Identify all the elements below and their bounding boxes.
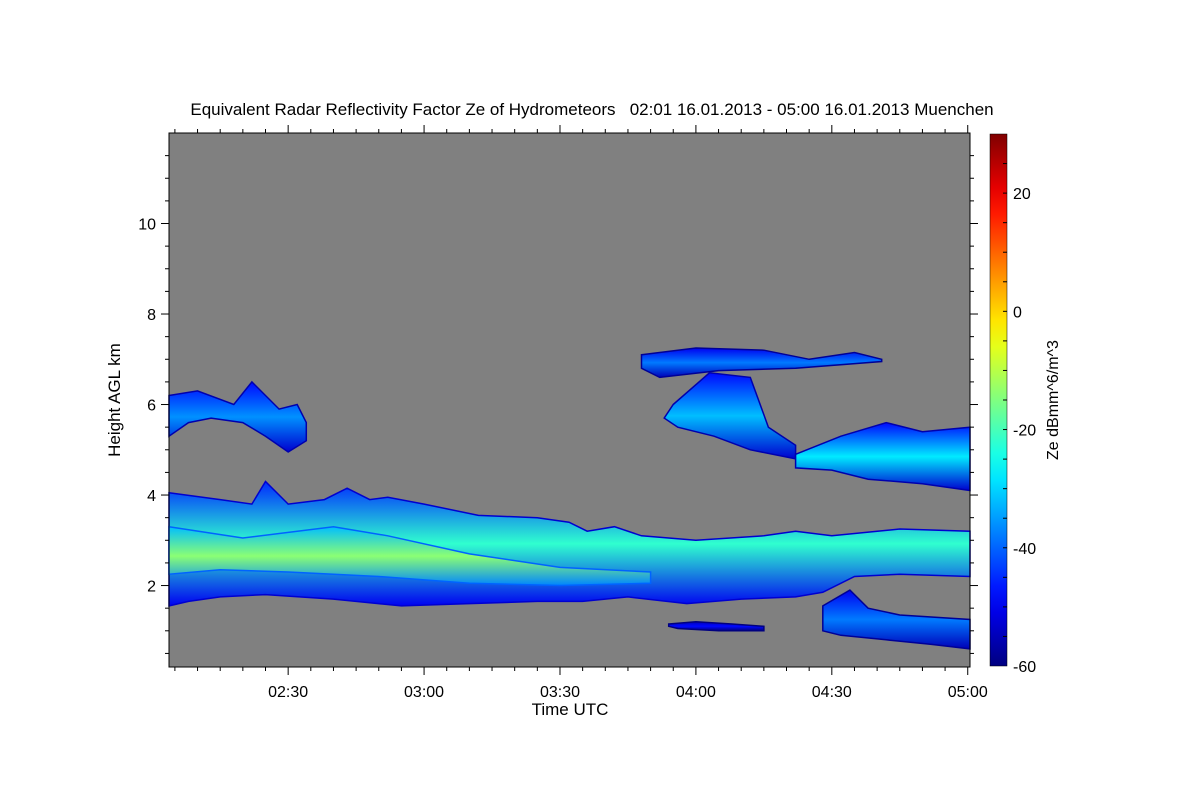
echo-region-upper-west-cloud — [168, 380, 308, 453]
colorbar-tick-label: -20 — [1013, 423, 1036, 440]
y-tick-label: 6 — [147, 398, 156, 415]
colorbar-tick-label: -40 — [1013, 541, 1036, 558]
axes: 02:30 03:00 03:30 04:00 04:30 05:00 2 4 6 8 10 — [138, 125, 988, 701]
colorbar-tick-label: -60 — [1013, 659, 1036, 676]
x-tick-label: 05:00 — [948, 684, 988, 701]
echo-region-low-patch-small — [667, 620, 765, 632]
colorbar-label: Ze dBmm^6/m^3 — [1045, 340, 1062, 460]
x-tick-label: 02:30 — [268, 684, 308, 701]
x-tick-label: 04:30 — [812, 684, 852, 701]
x-tick-label: 04:00 — [676, 684, 716, 701]
x-axis-label: Time UTC — [532, 700, 609, 719]
colorbar: -60 -40 -20 0 20 — [989, 133, 1036, 676]
y-tick-label: 4 — [147, 488, 156, 505]
echo-region-upper-east-band — [640, 347, 883, 379]
x-tick-label: 03:00 — [404, 684, 444, 701]
echo-regions — [168, 347, 971, 650]
y-tick-label: 2 — [147, 579, 156, 596]
echo-region-lower-core — [168, 525, 652, 587]
x-tick-label: 03:30 — [540, 684, 580, 701]
plot-frame — [168, 132, 971, 668]
y-axis-label: Height AGL km — [105, 343, 124, 457]
chart-title: Equivalent Radar Reflectivity Factor Ze … — [190, 100, 993, 119]
colorbar-tick-label: 0 — [1013, 304, 1022, 321]
y-tick-label: 8 — [147, 307, 156, 324]
y-tick-label: 10 — [138, 217, 156, 234]
colorbar-tick-label: 20 — [1013, 186, 1031, 203]
